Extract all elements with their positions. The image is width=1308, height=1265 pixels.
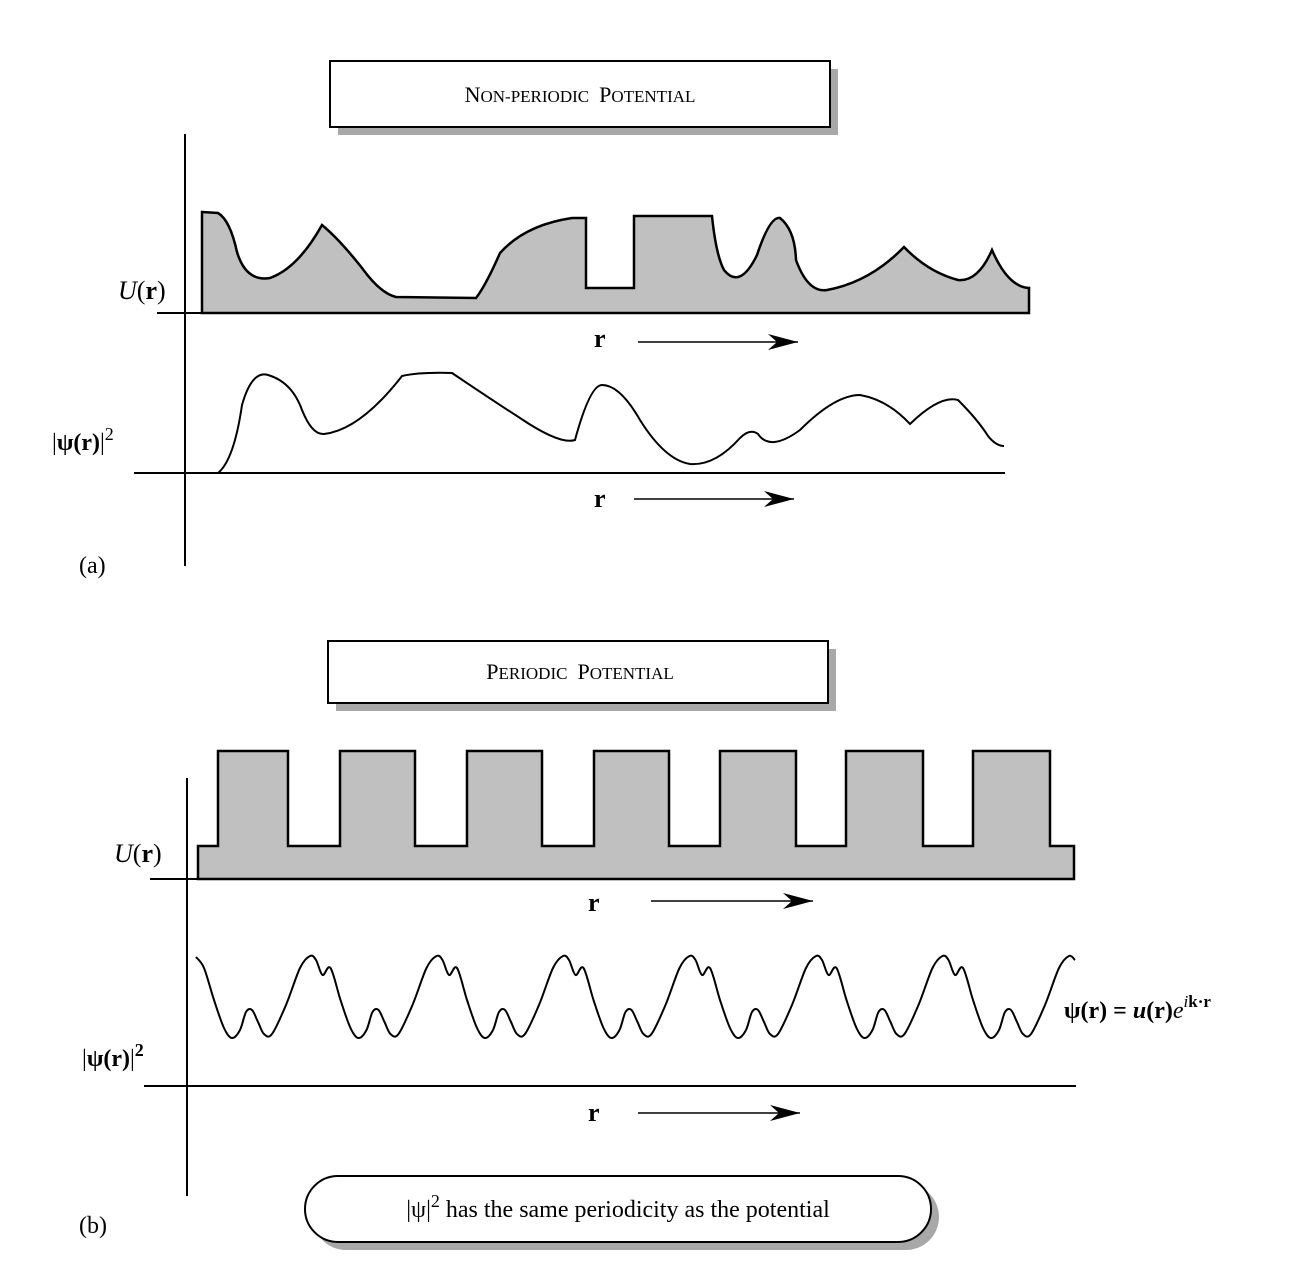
potential-curve-a [200, 210, 1031, 315]
panel-label-b: (b) [79, 1213, 107, 1239]
psi-label-a: |ψ(r)|2 [52, 424, 114, 456]
panel-a: NON-PERIODIC POTENTIAL U(r) r |ψ(r)|2 r (… [52, 60, 1031, 579]
title-b: PERIODIC POTENTIAL [486, 659, 673, 684]
r-label-b-bottom: r [588, 1098, 600, 1127]
u-label-b: U(r) [114, 839, 162, 868]
potential-curve-b [196, 749, 1076, 881]
wavefunction-curve-a [217, 371, 1005, 474]
psi-label-b: |ψ(r)|2 [82, 1040, 144, 1072]
title-box-b [327, 640, 829, 704]
r-label-b-top: r [588, 888, 600, 917]
r-label-a-bottom: r [594, 484, 606, 513]
panel-b: PERIODIC POTENTIAL U(r) r |ψ(r)|2 ψ(r) = … [79, 640, 1211, 1250]
title-a: NON-PERIODIC POTENTIAL [465, 82, 696, 107]
note-box [304, 1175, 932, 1243]
wavefunction-curve-b [195, 954, 1076, 1039]
panel-label-a: (a) [79, 553, 106, 579]
r-label-a-top: r [594, 324, 606, 353]
title-box-a [329, 60, 831, 128]
bloch-equation: ψ(r) = u(r)eik·r [1064, 992, 1211, 1024]
u-label-a: U(r) [118, 276, 166, 305]
note-text: |ψ|2 has the same periodicity as the pot… [406, 1191, 830, 1223]
